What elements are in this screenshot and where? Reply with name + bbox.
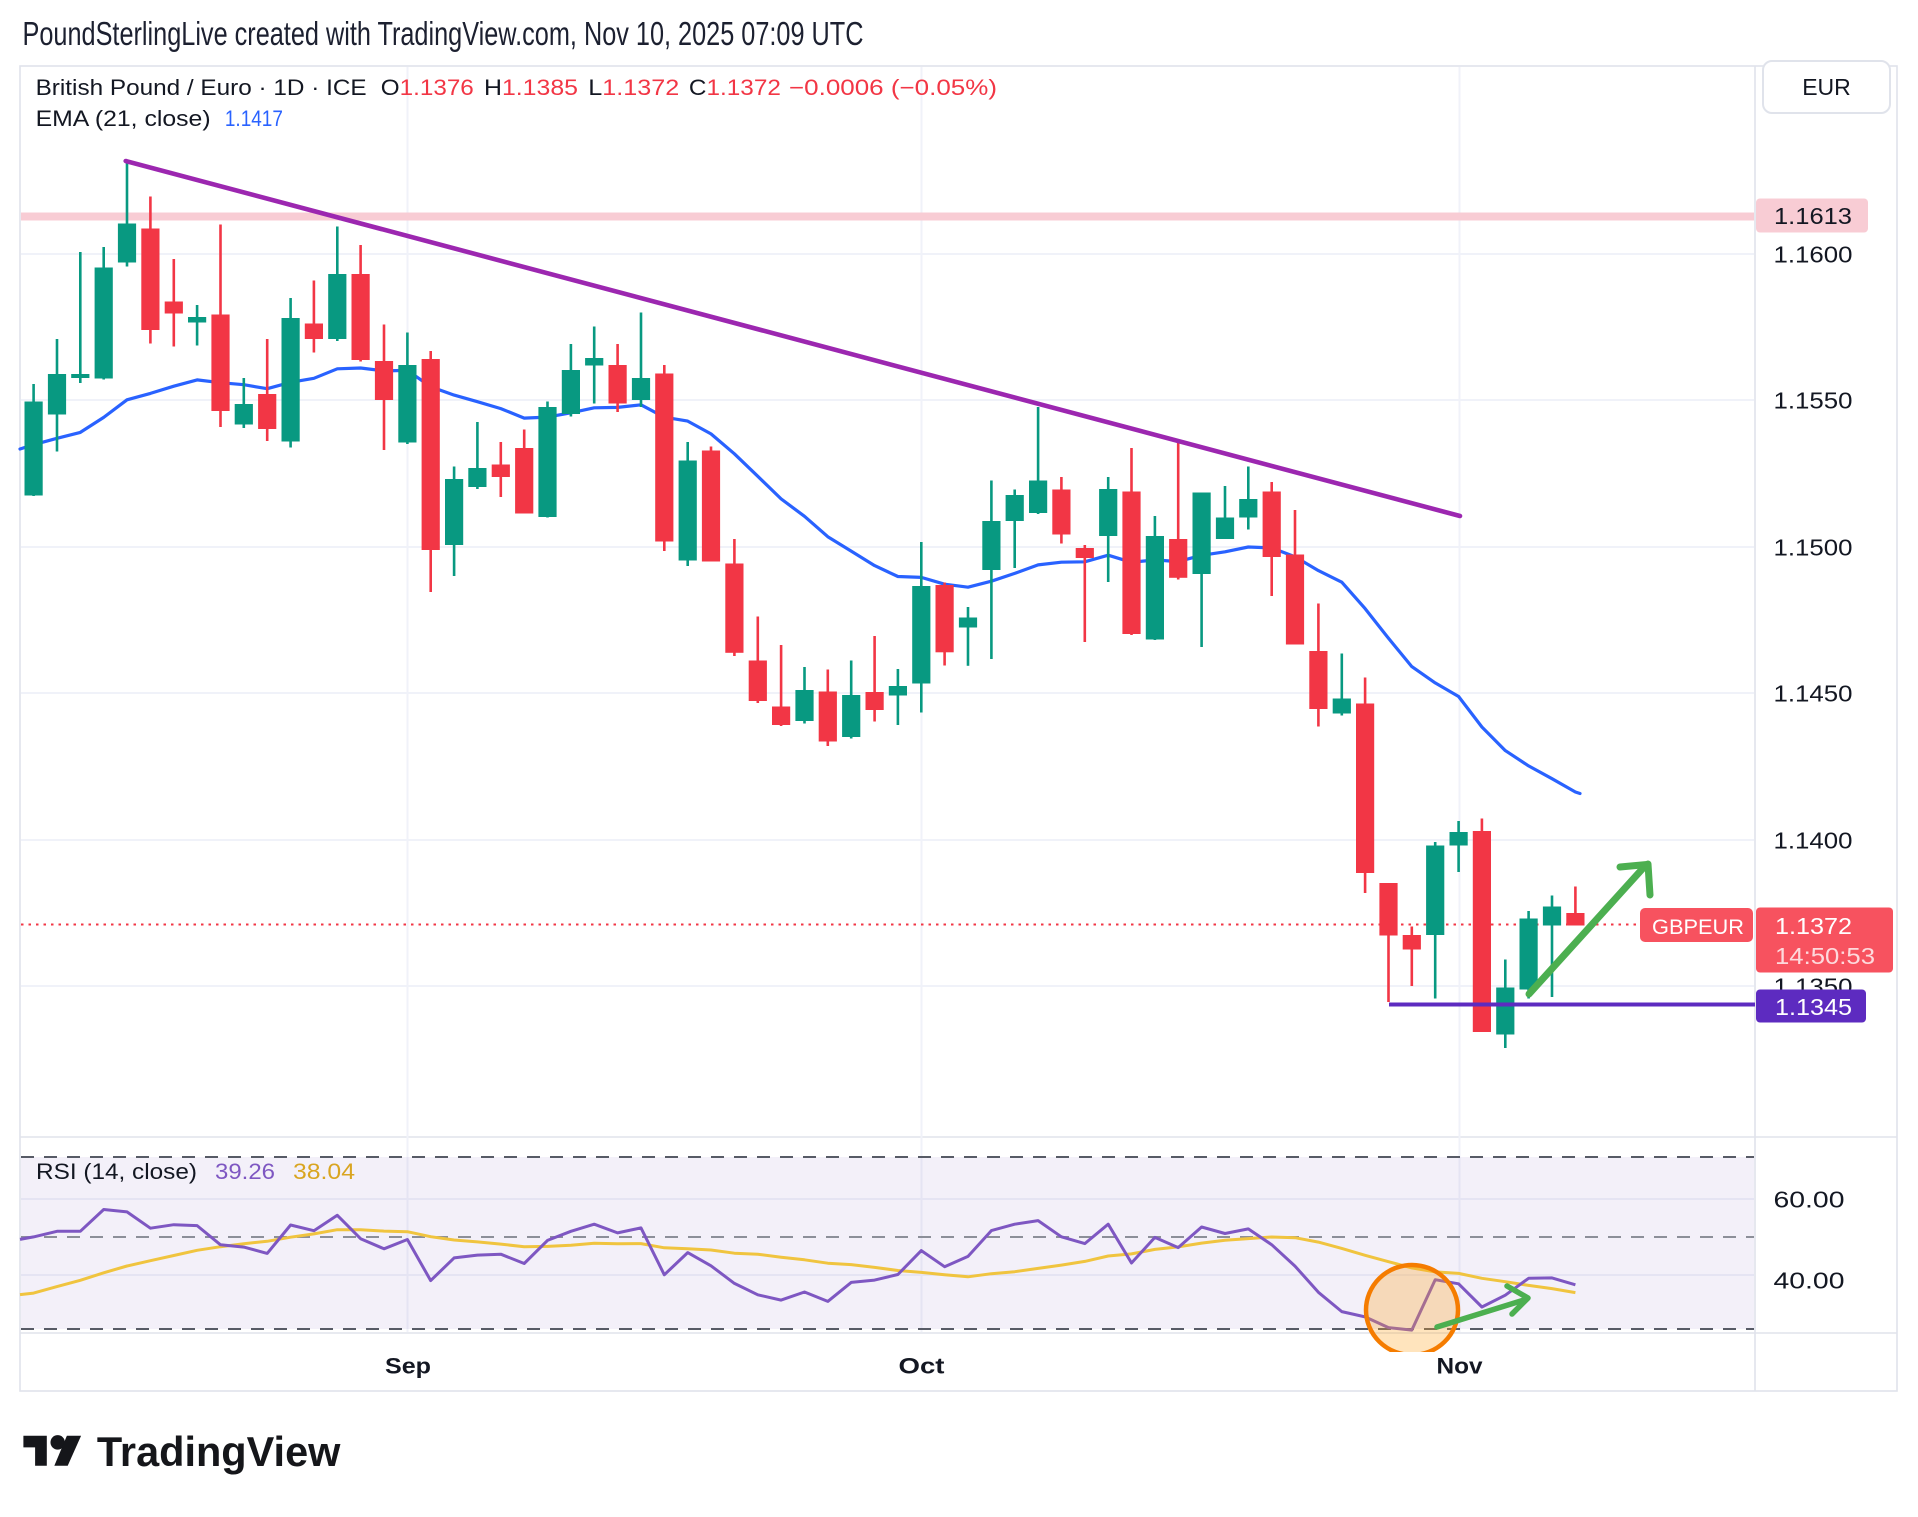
svg-text:EMA (21, close): EMA (21, close) [36,106,211,131]
svg-text:1.1550: 1.1550 [1774,388,1853,414]
svg-text:C1.1372: C1.1372 [689,75,781,100]
svg-text:O1.1376: O1.1376 [381,75,474,100]
svg-text:H1.1385: H1.1385 [484,75,578,100]
svg-text:39.26: 39.26 [215,1159,275,1184]
svg-text:1.1600: 1.1600 [1774,242,1853,268]
svg-text:PoundSterlingLive created with: PoundSterlingLive created with TradingVi… [23,15,864,52]
svg-text:TradingView: TradingView [97,1428,341,1475]
svg-text:1.1400: 1.1400 [1774,828,1853,854]
svg-text:1.1417: 1.1417 [225,106,283,131]
svg-text:60.00: 60.00 [1774,1187,1845,1213]
svg-text:British Pound / Euro · 1D · IC: British Pound / Euro · 1D · ICE [36,75,367,100]
svg-text:−0.0006 (−0.05%): −0.0006 (−0.05%) [789,75,997,100]
svg-text:1.1345: 1.1345 [1775,994,1852,1020]
svg-text:GBPEUR: GBPEUR [1652,916,1744,939]
svg-text:1.1450: 1.1450 [1774,681,1853,707]
svg-text:40.00: 40.00 [1774,1268,1845,1294]
svg-text:1.1500: 1.1500 [1774,535,1853,561]
svg-text:L1.1372: L1.1372 [588,75,679,100]
svg-text:EUR: EUR [1802,74,1851,100]
svg-text:1.1372: 1.1372 [1775,913,1852,939]
svg-text:Sep: Sep [385,1354,431,1379]
svg-text:Nov: Nov [1437,1354,1484,1379]
svg-text:14:50:53: 14:50:53 [1775,943,1875,969]
svg-text:RSI (14, close): RSI (14, close) [36,1159,197,1184]
svg-text:1.1613: 1.1613 [1774,203,1852,229]
svg-text:38.04: 38.04 [293,1159,355,1184]
svg-text:Oct: Oct [899,1354,946,1379]
